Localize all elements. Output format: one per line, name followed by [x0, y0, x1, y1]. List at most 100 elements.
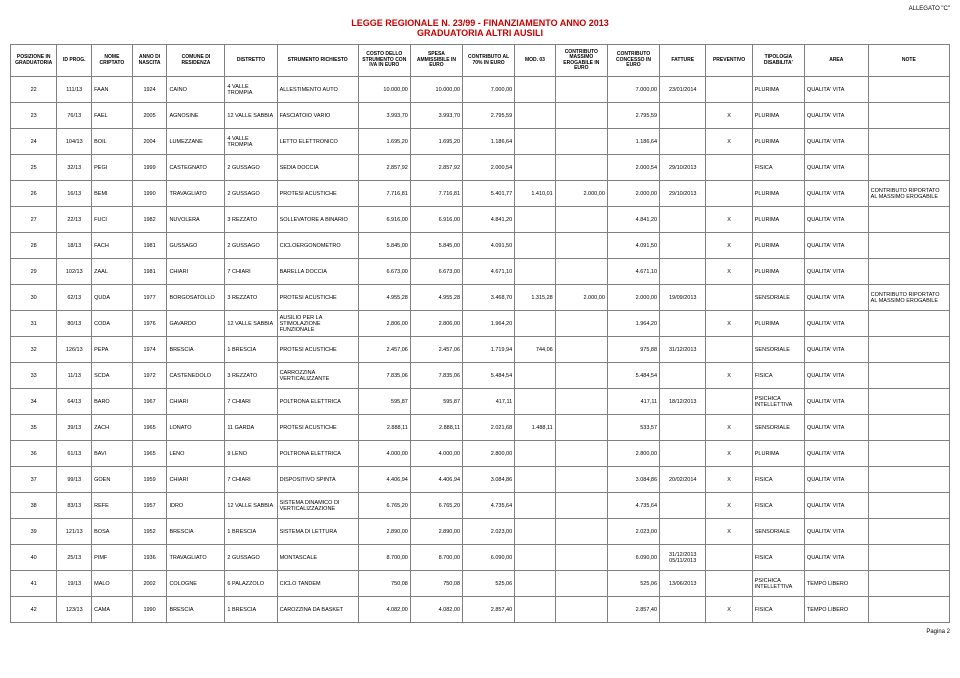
- table-cell: X: [706, 259, 752, 285]
- table-cell: 2.857,92: [410, 155, 462, 181]
- table-cell: [515, 545, 556, 571]
- table-cell: 4.091,50: [463, 233, 515, 259]
- column-header: COSTO DELLO STRUMENTO CON IVA IN EURO: [358, 45, 410, 77]
- table-cell: [555, 337, 607, 363]
- table-cell: 39/13: [57, 415, 92, 441]
- table-cell: 2.000,00: [607, 285, 659, 311]
- table-cell: [868, 311, 949, 337]
- table-cell: [515, 597, 556, 623]
- table-cell: 36: [11, 441, 57, 467]
- table-cell: 29/10/2013: [660, 181, 706, 207]
- table-row: 3883/13REFE1957IDRO12 VALLE SABBIASISTEM…: [11, 493, 950, 519]
- table-cell: 31: [11, 311, 57, 337]
- table-cell: CAINO: [167, 77, 225, 103]
- table-row: 3539/13ZACH1965LONATO11 GARDAPROTESI ACU…: [11, 415, 950, 441]
- table-cell: 22: [11, 77, 57, 103]
- table-cell: 4.082,00: [358, 597, 410, 623]
- table-cell: 29: [11, 259, 57, 285]
- table-cell: PLURIMA: [752, 207, 804, 233]
- table-cell: 417,11: [607, 389, 659, 415]
- table-cell: 525,06: [607, 571, 659, 597]
- table-cell: 1.410,01: [515, 181, 556, 207]
- table-row: 22111/13FAAN1924CAINO4 VALLE TROMPIAALLE…: [11, 77, 950, 103]
- table-cell: 18/13: [57, 233, 92, 259]
- column-header: CONTRIBUTO AL 70% IN EURO: [463, 45, 515, 77]
- table-cell: 1 BRESCIA: [225, 597, 277, 623]
- table-cell: 8.700,00: [358, 545, 410, 571]
- table-cell: 1.695,20: [358, 129, 410, 155]
- table-cell: [706, 77, 752, 103]
- table-cell: 2.888,11: [358, 415, 410, 441]
- table-cell: [868, 597, 949, 623]
- page-title-2: GRADUATORIA ALTRI AUSILI: [10, 28, 950, 38]
- table-cell: 4.735,64: [607, 493, 659, 519]
- column-header: CONTRIBUTO MASSIMO EROGABILE IN EURO: [555, 45, 607, 77]
- table-cell: 2.890,00: [410, 519, 462, 545]
- table-cell: PLURIMA: [752, 233, 804, 259]
- table-cell: LENO: [167, 441, 225, 467]
- table-cell: [868, 545, 949, 571]
- table-cell: 3 REZZATO: [225, 363, 277, 389]
- table-cell: [660, 233, 706, 259]
- table-cell: [515, 259, 556, 285]
- table-cell: SCDA: [92, 363, 133, 389]
- table-cell: [706, 571, 752, 597]
- table-cell: [868, 493, 949, 519]
- table-cell: 83/13: [57, 493, 92, 519]
- table-cell: AGNOSINE: [167, 103, 225, 129]
- table-cell: CHIARI: [167, 389, 225, 415]
- column-header: TIPOLOGIA DISABILITA': [752, 45, 804, 77]
- table-cell: GUSSAGO: [167, 233, 225, 259]
- table-cell: 8.700,00: [410, 545, 462, 571]
- table-cell: [868, 233, 949, 259]
- table-cell: [868, 337, 949, 363]
- table-cell: CAMA: [92, 597, 133, 623]
- table-cell: [706, 181, 752, 207]
- table-cell: 2.890,00: [358, 519, 410, 545]
- table-cell: BRESCIA: [167, 597, 225, 623]
- table-cell: 126/13: [57, 337, 92, 363]
- table-cell: FISICA: [752, 363, 804, 389]
- table-cell: 7.716,81: [358, 181, 410, 207]
- table-cell: 1977: [132, 285, 167, 311]
- table-cell: 123/13: [57, 597, 92, 623]
- table-cell: [660, 519, 706, 545]
- table-cell: 7.716,81: [410, 181, 462, 207]
- table-cell: 1.719,94: [463, 337, 515, 363]
- table-cell: 1.964,20: [463, 311, 515, 337]
- column-header: MOD. 03: [515, 45, 556, 77]
- table-cell: 5.484,54: [607, 363, 659, 389]
- table-cell: 13/06/2013: [660, 571, 706, 597]
- table-cell: 2.800,00: [463, 441, 515, 467]
- table-cell: BAVI: [92, 441, 133, 467]
- table-cell: [706, 337, 752, 363]
- allegato-label: ALLEGATO "C": [10, 6, 950, 12]
- table-cell: 2.857,40: [607, 597, 659, 623]
- table-cell: CICLO TANDEM: [277, 571, 358, 597]
- table-cell: 2005: [132, 103, 167, 129]
- table-cell: [660, 207, 706, 233]
- table-cell: MONTASCALE: [277, 545, 358, 571]
- table-cell: 34: [11, 389, 57, 415]
- page-title-1: LEGGE REGIONALE N. 23/99 - FINANZIAMENTO…: [10, 18, 950, 28]
- table-cell: PLURIMA: [752, 181, 804, 207]
- table-cell: QUALITA' VITA: [804, 259, 868, 285]
- table-cell: 29/10/2013: [660, 155, 706, 181]
- table-cell: [868, 155, 949, 181]
- table-cell: 38: [11, 493, 57, 519]
- table-cell: PSICHICA INTELLETTIVA: [752, 571, 804, 597]
- table-cell: BRESCIA: [167, 519, 225, 545]
- table-cell: 41: [11, 571, 57, 597]
- table-cell: NUVOLERA: [167, 207, 225, 233]
- table-cell: 1.695,20: [410, 129, 462, 155]
- table-cell: [515, 103, 556, 129]
- table-cell: PLURIMA: [752, 77, 804, 103]
- table-cell: 61/13: [57, 441, 92, 467]
- table-cell: FAAN: [92, 77, 133, 103]
- table-cell: 2.806,00: [410, 311, 462, 337]
- table-cell: 6.673,00: [410, 259, 462, 285]
- table-cell: 3 REZZATO: [225, 285, 277, 311]
- table-cell: 42: [11, 597, 57, 623]
- table-cell: QUDA: [92, 285, 133, 311]
- table-cell: 7 CHIARI: [225, 259, 277, 285]
